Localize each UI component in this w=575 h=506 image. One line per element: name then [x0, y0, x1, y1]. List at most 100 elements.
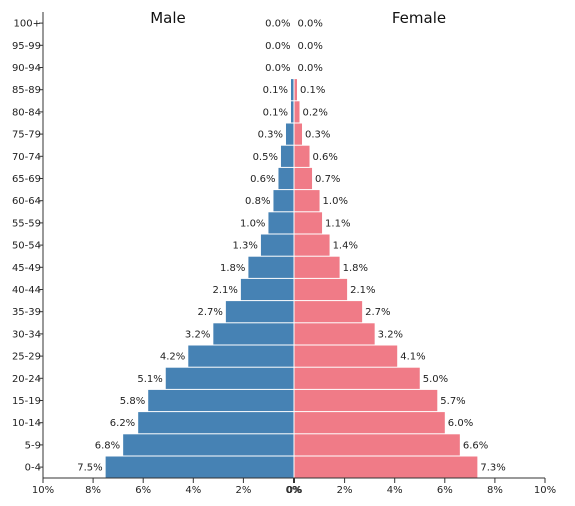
- male-bar: [290, 79, 294, 101]
- female-value-label: 1.4%: [333, 241, 358, 252]
- male-value-label: 1.3%: [233, 241, 258, 252]
- x-tick-label-right: 4%: [387, 485, 403, 496]
- female-bar: [294, 412, 445, 434]
- female-value-label: 0.0%: [298, 63, 323, 74]
- male-bar: [240, 278, 294, 301]
- age-group-label: 5-9: [25, 440, 41, 451]
- x-tick-label-right: 6%: [437, 485, 453, 496]
- male-bar: [123, 434, 294, 456]
- age-group-label: 35-39: [12, 307, 41, 318]
- x-tick-label-right: 0%: [287, 485, 303, 496]
- female-bar: [294, 256, 340, 278]
- x-tick-label-left: 0%: [286, 485, 302, 496]
- age-group-label: 25-29: [12, 352, 41, 363]
- female-bar: [294, 145, 310, 167]
- male-value-label: 0.6%: [250, 174, 275, 185]
- female-bar: [294, 367, 420, 389]
- male-value-label: 1.0%: [240, 218, 265, 229]
- female-value-label: 7.3%: [480, 463, 505, 474]
- male-bar: [148, 389, 294, 412]
- x-tick-label-left: 10%: [32, 485, 54, 496]
- female-value-label: 1.8%: [343, 263, 368, 274]
- age-group-label: 65-69: [12, 174, 41, 185]
- x-tick-label-left: 6%: [135, 485, 151, 496]
- female-bar: [294, 323, 375, 345]
- female-bar: [294, 434, 460, 456]
- female-bar: [294, 234, 330, 256]
- female-value-label: 0.7%: [315, 174, 340, 185]
- male-value-label: 0.0%: [265, 19, 290, 30]
- male-value-label: 2.7%: [197, 307, 222, 318]
- male-value-label: 6.2%: [110, 418, 135, 429]
- male-bar: [285, 123, 294, 145]
- male-value-label: 4.2%: [160, 352, 185, 363]
- age-group-label: 85-89: [12, 85, 41, 96]
- female-value-label: 0.0%: [298, 19, 323, 30]
- female-value-label: 2.1%: [350, 285, 375, 296]
- axes-layer: 100+ 95-99 90-94 85-89 80-84 75-79 70-74 65-69 6…: [12, 12, 556, 496]
- age-group-label: 30-34: [12, 329, 41, 340]
- female-value-label: 4.1%: [400, 352, 425, 363]
- male-value-label: 1.8%: [220, 263, 245, 274]
- age-group-label: 80-84: [12, 107, 41, 118]
- female-bar: [294, 456, 478, 478]
- x-tick-label-left: 8%: [85, 485, 101, 496]
- age-group-label: 95-99: [12, 41, 41, 52]
- male-series-label: Male: [150, 9, 186, 27]
- male-bar: [290, 101, 294, 123]
- male-value-label: 0.8%: [245, 196, 270, 207]
- male-bar: [268, 212, 294, 234]
- female-value-label: 3.2%: [378, 329, 403, 340]
- age-group-label: 50-54: [12, 241, 41, 252]
- female-value-label: 0.3%: [305, 130, 330, 141]
- female-bar: [294, 123, 303, 145]
- female-value-label: 0.0%: [298, 41, 323, 52]
- female-bar: [294, 167, 313, 190]
- age-group-label: 0-4: [25, 463, 41, 474]
- bars-layer: [105, 79, 478, 478]
- male-bar: [248, 256, 294, 278]
- age-group-label: 70-74: [12, 152, 41, 163]
- x-tick-label-left: 4%: [185, 485, 201, 496]
- male-value-label: 2.1%: [212, 285, 237, 296]
- female-bar: [294, 278, 348, 301]
- x-tick-label-right: 10%: [534, 485, 556, 496]
- male-value-label: 0.1%: [263, 85, 288, 96]
- male-value-label: 5.8%: [120, 396, 145, 407]
- female-value-label: 2.7%: [365, 307, 390, 318]
- female-value-label: 1.1%: [325, 218, 350, 229]
- male-bar: [278, 167, 294, 190]
- male-value-label: 0.0%: [265, 41, 290, 52]
- female-value-label: 6.6%: [463, 440, 488, 451]
- female-bar: [294, 301, 363, 323]
- female-value-label: 5.0%: [423, 374, 448, 385]
- female-value-label: 0.6%: [313, 152, 338, 163]
- x-tick-label-left: 2%: [235, 485, 251, 496]
- female-bar: [294, 101, 300, 123]
- female-bar: [294, 389, 438, 412]
- age-group-label: 40-44: [12, 285, 41, 296]
- value-labels-layer: 0.0% 0.0% 0.0% 0.0% 0.0% 0.0% 0.1% 0.1% 0.1% 0.2%…: [77, 19, 506, 474]
- male-value-label: 3.2%: [185, 329, 210, 340]
- male-bar: [280, 145, 294, 167]
- age-group-label: 10-14: [12, 418, 41, 429]
- male-bar: [188, 345, 294, 367]
- male-value-label: 0.3%: [258, 130, 283, 141]
- female-value-label: 6.0%: [448, 418, 473, 429]
- female-value-label: 5.7%: [440, 396, 465, 407]
- male-bar: [225, 301, 294, 323]
- female-bar: [294, 212, 323, 234]
- female-value-label: 0.2%: [303, 107, 328, 118]
- male-bar: [273, 190, 294, 212]
- age-group-label: 20-24: [12, 374, 41, 385]
- male-bar: [213, 323, 294, 345]
- female-bar: [294, 79, 298, 101]
- female-value-label: 0.1%: [300, 85, 325, 96]
- age-group-label: 55-59: [12, 218, 41, 229]
- age-group-label: 45-49: [12, 263, 41, 274]
- male-value-label: 7.5%: [77, 463, 102, 474]
- male-bar: [105, 456, 294, 478]
- female-bar: [294, 190, 320, 212]
- age-group-label: 100+: [14, 19, 41, 30]
